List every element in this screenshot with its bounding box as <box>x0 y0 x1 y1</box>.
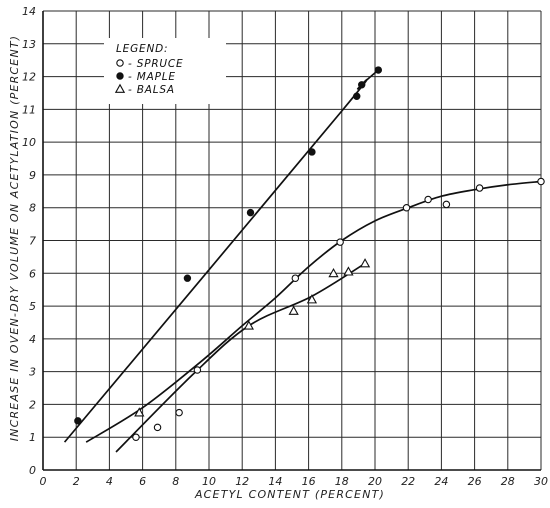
y-axis-label: INCREASE IN OVEN-DRY VOLUME ON ACETYLATI… <box>8 35 21 442</box>
y-tick-label: 11 <box>22 103 36 116</box>
data-point-spruce <box>336 238 344 246</box>
legend: LEGEND: - SPRUCE- MAPLE- BALSA <box>104 38 226 104</box>
y-tick-label: 6 <box>29 267 36 280</box>
y-tick-label: 5 <box>29 300 36 313</box>
y-tick-label: 0 <box>29 464 36 477</box>
y-tick-label: 12 <box>22 71 36 84</box>
x-tick-label: 20 <box>368 475 382 488</box>
tick-labels: 0 2 4 6 8 10 12 14 16 18 20 22 24 26 28 300123456789101… <box>22 5 548 488</box>
y-tick-label: 10 <box>22 136 36 149</box>
y-tick-label: 8 <box>29 202 36 215</box>
x-tick-label: 2 <box>73 475 80 488</box>
fit-curve-balsa <box>115 262 366 453</box>
x-tick-label: 16 <box>302 475 316 488</box>
data-point-spruce <box>193 366 202 374</box>
x-tick-label: 12 <box>235 475 249 488</box>
data-point-spruce <box>291 274 300 282</box>
legend-marker-maple <box>116 72 124 80</box>
data-point-spruce <box>475 184 484 192</box>
data-point-maple <box>374 66 383 74</box>
data-point-maple <box>183 274 192 282</box>
y-tick-label: 3 <box>29 366 36 379</box>
data-point-spruce <box>132 433 140 441</box>
legend-marker-spruce <box>116 59 124 67</box>
data-point-balsa <box>288 305 299 315</box>
x-tick-label: 30 <box>534 475 548 488</box>
data-point-maple <box>358 81 366 89</box>
x-tick-label: 24 <box>434 475 448 488</box>
y-tick-label: 9 <box>29 169 36 182</box>
data-points <box>74 66 545 441</box>
x-tick-label: 6 <box>139 475 146 488</box>
data-point-spruce <box>442 200 451 209</box>
x-axis-label: ACETYL CONTENT (PERCENT) <box>194 488 385 501</box>
x-tick-label: 0 <box>40 475 47 488</box>
legend-label-spruce: - SPRUCE <box>128 58 183 70</box>
x-tick-label: 26 <box>468 475 482 488</box>
data-point-spruce <box>175 408 183 417</box>
fit-curve-maple <box>63 69 379 443</box>
legend-label-maple: - MAPLE <box>128 71 176 83</box>
data-point-maple <box>353 92 361 100</box>
legend-title: LEGEND: <box>116 43 168 55</box>
data-point-maple <box>308 148 316 156</box>
y-tick-label: 13 <box>22 38 36 51</box>
data-point-balsa <box>306 294 318 304</box>
x-tick-label: 14 <box>268 475 282 488</box>
data-point-balsa <box>328 267 339 278</box>
fit-curves <box>63 69 542 453</box>
data-point-balsa <box>343 266 354 276</box>
y-tick-label: 1 <box>29 431 36 444</box>
y-tick-label: 2 <box>29 398 36 411</box>
data-point-maple <box>74 417 82 425</box>
legend-entries: - SPRUCE- MAPLE- BALSA <box>114 58 183 96</box>
x-tick-label: 4 <box>106 475 113 488</box>
x-tick-label: 8 <box>172 475 179 488</box>
x-tick-label: 10 <box>202 475 216 488</box>
legend-marker-balsa <box>114 83 126 93</box>
data-point-spruce <box>402 203 411 212</box>
data-point-balsa <box>243 320 254 330</box>
data-point-balsa <box>359 258 371 268</box>
y-tick-label: 7 <box>29 235 36 248</box>
data-point-maple <box>246 208 255 217</box>
x-tick-label: 22 <box>401 475 415 488</box>
y-tick-label: 4 <box>29 333 36 346</box>
legend-label-balsa: - BALSA <box>128 84 175 96</box>
fit-curve-spruce <box>85 180 542 443</box>
data-point-spruce <box>153 423 162 432</box>
data-point-balsa <box>134 407 145 417</box>
data-point-spruce <box>424 195 432 204</box>
x-tick-label: 18 <box>335 475 349 488</box>
data-point-spruce <box>537 177 545 186</box>
x-tick-label: 28 <box>501 475 515 488</box>
legend-background <box>104 38 226 104</box>
y-tick-label: 14 <box>22 5 36 18</box>
